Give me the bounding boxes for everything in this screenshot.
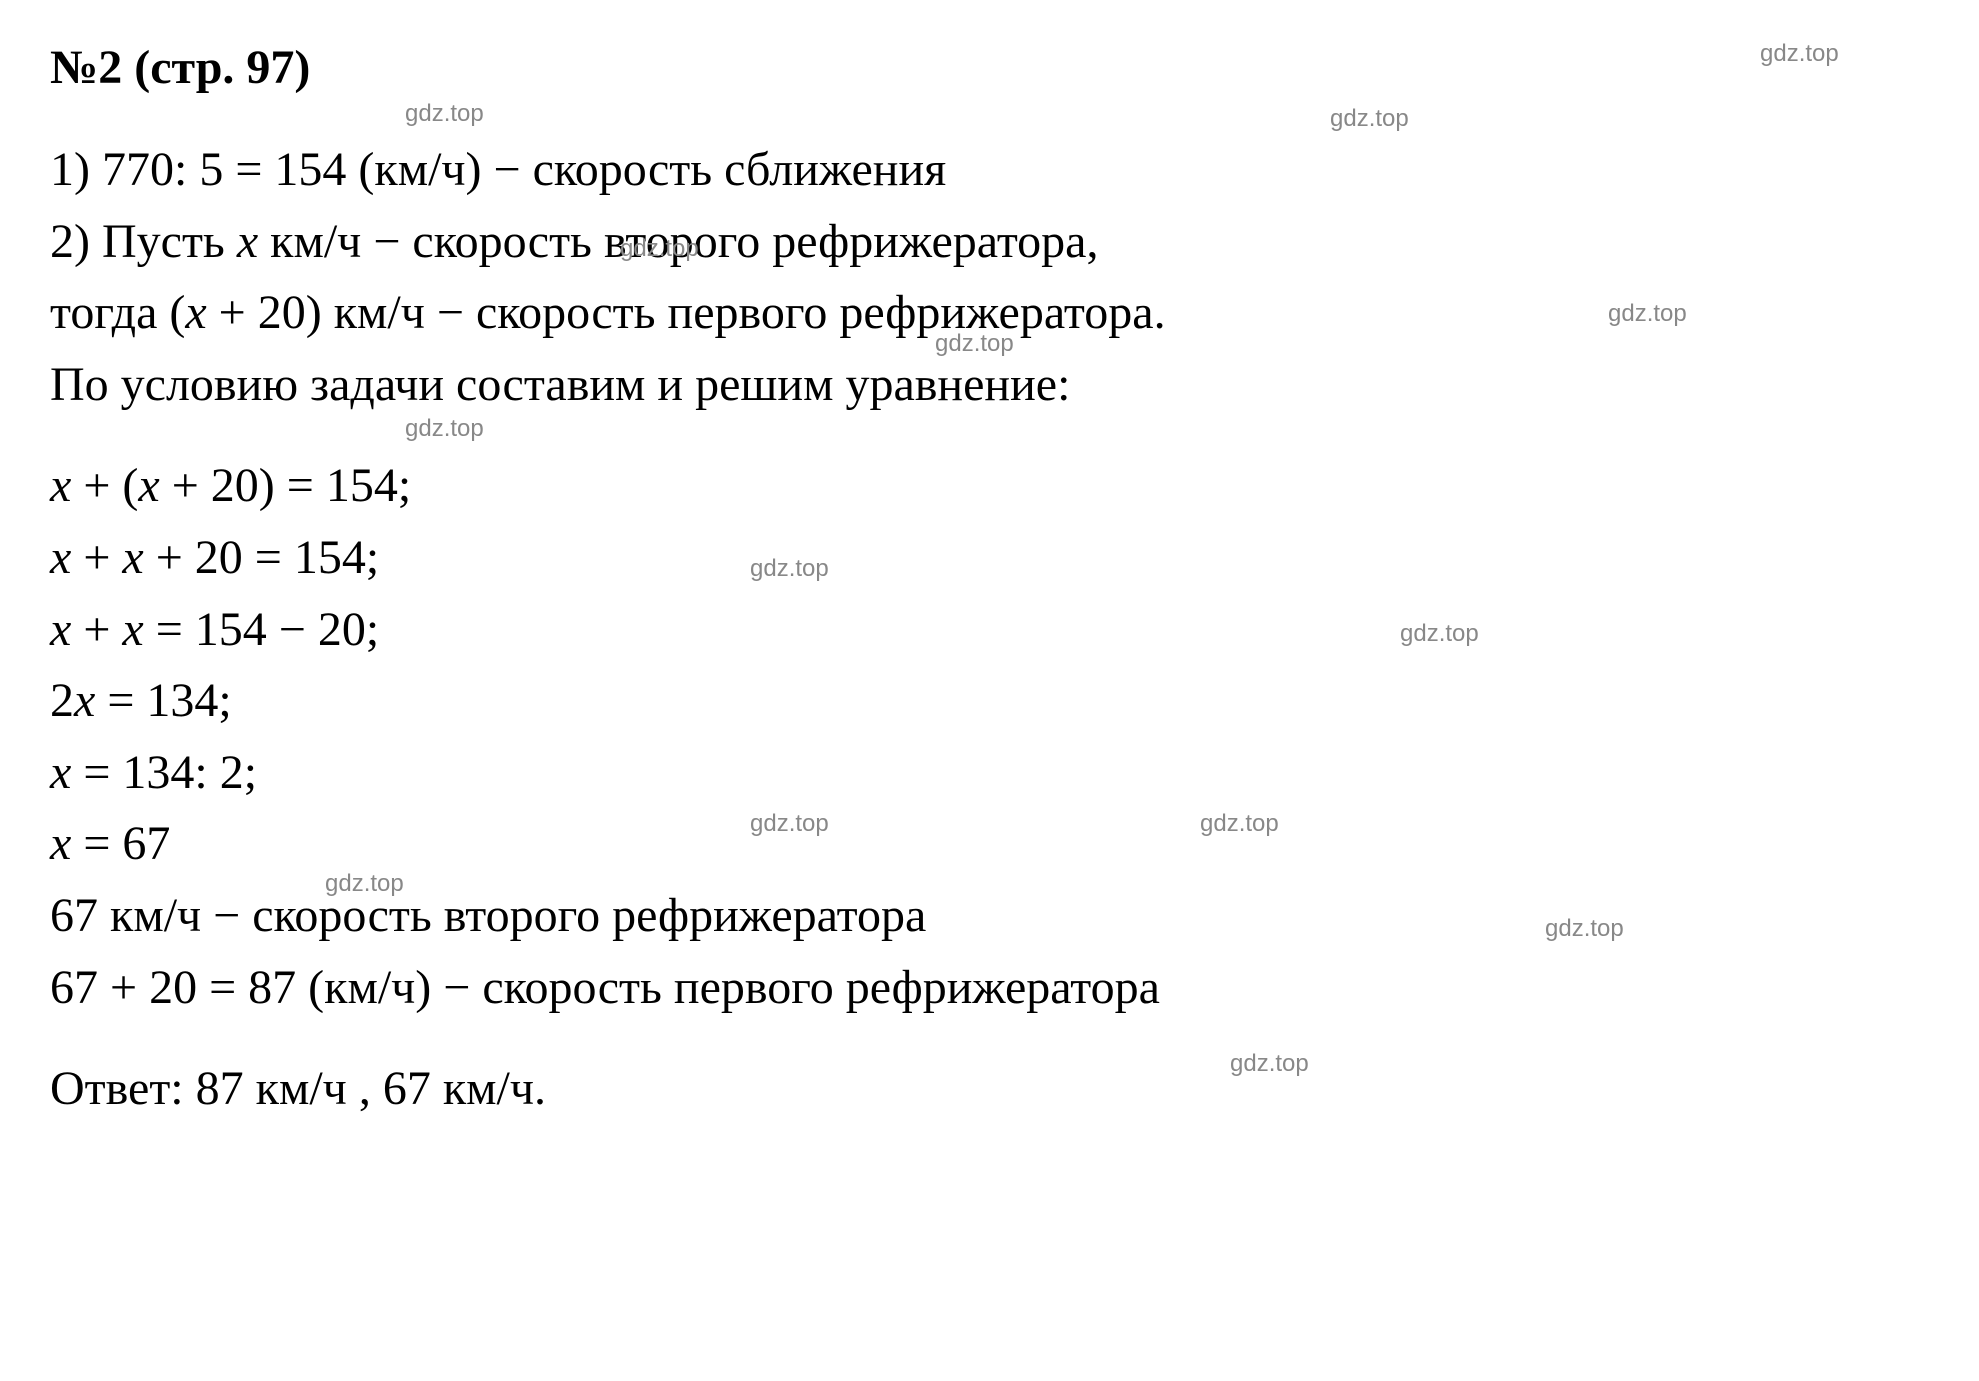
text-part: + ( xyxy=(71,459,138,512)
step-2-line-3: По условию задачи составим и решим уравн… xyxy=(50,350,1929,420)
result-2: 67 + 20 = 87 (км/ч) − скорость первого р… xyxy=(50,953,1929,1023)
variable-x: x xyxy=(122,603,143,656)
variable-x: x xyxy=(50,531,71,584)
variable-x: x xyxy=(50,459,71,512)
step-2-line-2: тогда (x + 20) км/ч − скорость первого р… xyxy=(50,278,1929,348)
variable-x: x xyxy=(50,746,71,799)
text-part: = 154 − 20; xyxy=(144,603,379,656)
solution-content: 1) 770: 5 = 154 (км/ч) − скорость сближе… xyxy=(50,135,1929,1124)
step-2-line-1: 2) Пусть x км/ч − скорость второго рефри… xyxy=(50,207,1929,277)
variable-x: x xyxy=(122,531,143,584)
equation-6: x = 67 xyxy=(50,809,1929,879)
watermark: gdz.top xyxy=(1330,105,1409,133)
text-part: = 67 xyxy=(71,817,170,870)
equation-2: x + x + 20 = 154; xyxy=(50,523,1929,593)
text-part: = 134: 2; xyxy=(71,746,257,799)
variable-x: x xyxy=(50,603,71,656)
text-part: = 134; xyxy=(95,674,231,727)
text-part: + 20) км/ч − скорость первого рефрижерат… xyxy=(207,286,1166,339)
text-part: км/ч − скорость второго рефрижератора, xyxy=(258,215,1098,268)
variable-x: x xyxy=(138,459,159,512)
variable-x: x xyxy=(237,215,258,268)
variable-x: x xyxy=(74,674,95,727)
equation-5: x = 134: 2; xyxy=(50,738,1929,808)
step-1: 1) 770: 5 = 154 (км/ч) − скорость сближе… xyxy=(50,135,1929,205)
variable-x: x xyxy=(185,286,206,339)
text-part: + 20) = 154; xyxy=(160,459,411,512)
text-part: + xyxy=(71,531,122,584)
variable-x: x xyxy=(50,817,71,870)
problem-title: №2 (стр. 97) xyxy=(50,40,1929,95)
text-part: + xyxy=(71,603,122,656)
text-part: + 20 = 154; xyxy=(144,531,379,584)
text-part: тогда ( xyxy=(50,286,185,339)
equation-4: 2x = 134; xyxy=(50,666,1929,736)
text-part: 2 xyxy=(50,674,74,727)
text-part: 2) Пусть xyxy=(50,215,237,268)
watermark: gdz.top xyxy=(405,100,484,128)
equation-1: x + (x + 20) = 154; xyxy=(50,451,1929,521)
answer: Ответ: 87 км/ч , 67 км/ч. xyxy=(50,1054,1929,1124)
equation-3: x + x = 154 − 20; xyxy=(50,595,1929,665)
result-1: 67 км/ч − скорость второго рефрижератора xyxy=(50,881,1929,951)
